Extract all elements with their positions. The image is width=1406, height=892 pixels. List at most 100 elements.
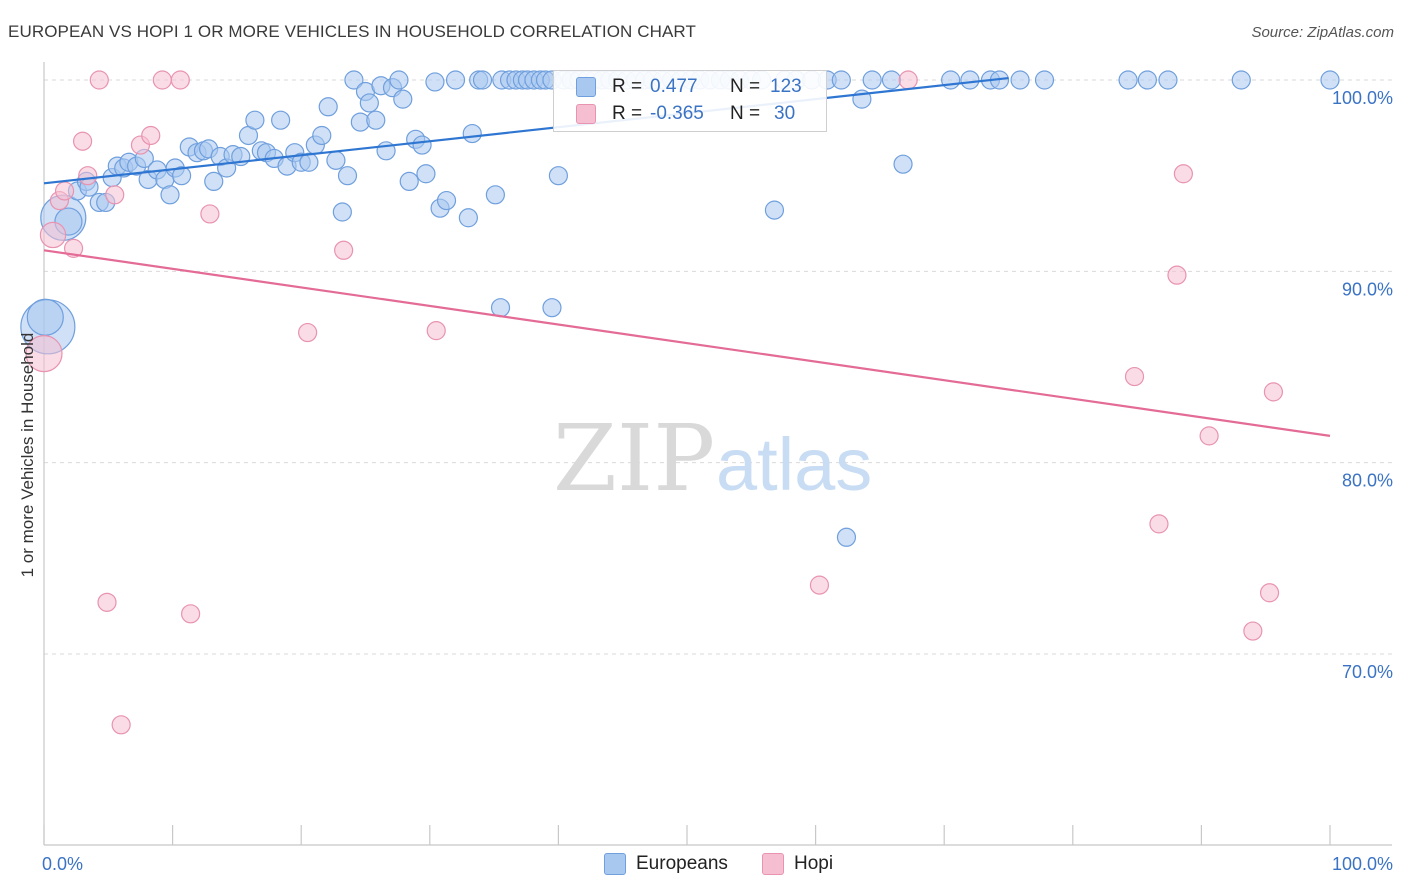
european-point (1320, 70, 1340, 90)
legend-n-label: N = (730, 76, 761, 97)
y-axis-label: 1 or more Vehicles in Household (18, 332, 37, 578)
y-tick-label: 100.0% (1332, 88, 1393, 108)
legend-n-value: 123 (770, 76, 802, 97)
european-point (881, 70, 902, 90)
hopi-point (1124, 366, 1145, 387)
european-point (1010, 70, 1030, 90)
europeans-trend-line (43, 76, 1009, 185)
european-point (337, 166, 358, 186)
y-tick-label: 70.0% (1342, 662, 1393, 682)
europeans-legend-swatch (604, 853, 626, 875)
european-point (960, 70, 980, 90)
european-point (26, 298, 64, 336)
correlation-legend: R = 0.477 N = 123 R = -0.365 N = 30 (553, 70, 827, 132)
grid-lines (44, 79, 1392, 655)
bottom-legend-hopi: Hopi (762, 852, 833, 876)
hopi-point (170, 70, 190, 90)
hopi-point (898, 70, 918, 90)
european-point (445, 70, 466, 90)
hopi-point (152, 70, 172, 90)
european-point (1231, 70, 1251, 90)
hopi-point (97, 592, 117, 612)
european-point (436, 190, 457, 211)
legend-r-value: -0.365 (650, 103, 704, 124)
hopi-points (25, 70, 1284, 735)
y-tick-label: 90.0% (1342, 279, 1393, 299)
european-point (312, 125, 332, 146)
european-point (271, 110, 291, 130)
european-point (393, 89, 413, 109)
european-point (836, 527, 857, 547)
y-tick-label: 80.0% (1342, 471, 1393, 491)
axes (43, 62, 1392, 846)
legend-n-label: N = (730, 103, 761, 124)
legend-r-label: R = (612, 76, 643, 97)
european-point (485, 185, 505, 205)
european-point (764, 200, 785, 220)
x-tick-label: 0.0% (42, 854, 83, 874)
legend-n-value: 30 (774, 103, 796, 124)
watermark-atlas: atlas (716, 423, 872, 506)
hopi-point (1199, 426, 1219, 446)
legend-row-europeans: R = 0.477 N = 123 (576, 75, 802, 99)
hopi-trend-line (43, 249, 1331, 437)
european-point (416, 164, 436, 184)
hopi-legend-label: Hopi (794, 853, 834, 874)
hopi-point (181, 604, 201, 624)
european-point (399, 171, 419, 192)
hopi-point (141, 125, 161, 146)
european-point (831, 70, 851, 90)
european-point (1118, 70, 1138, 90)
european-point (389, 70, 409, 90)
european-point (548, 166, 569, 186)
legend-r-label: R = (612, 103, 643, 124)
european-point (204, 171, 224, 192)
tick-labels: 70.0% 80.0% 90.0% 100.0% 0.0% 100.0% (42, 88, 1393, 874)
watermark-zip: ZIP (553, 405, 715, 512)
hopi-swatch (576, 104, 596, 124)
legend-r-value: 0.477 (650, 76, 698, 97)
european-point (862, 70, 882, 90)
source-label: Source: ZipAtlas.com (1251, 24, 1394, 41)
hopi-point (298, 322, 318, 343)
x-tick-label: 100.0% (1332, 854, 1393, 874)
hopi-point (72, 131, 93, 151)
hopi-point (1173, 164, 1193, 184)
hopi-point (105, 185, 125, 205)
hopi-point (25, 335, 63, 373)
hopi-point (1259, 583, 1280, 603)
european-point (472, 70, 493, 90)
european-point (366, 110, 386, 130)
legend-row-hopi: R = -0.365 N = 30 (576, 102, 795, 126)
european-point (941, 70, 961, 90)
european-point (172, 166, 192, 186)
european-point (1137, 70, 1157, 90)
european-point (490, 298, 511, 318)
european-point (542, 298, 562, 318)
watermark: ZIP atlas (553, 405, 872, 512)
european-point (425, 72, 445, 92)
hopi-legend-swatch (762, 853, 784, 875)
european-point (344, 70, 364, 90)
hopi-point (111, 715, 131, 735)
european-point (893, 154, 913, 174)
hopi-point (1167, 265, 1187, 285)
hopi-point (1243, 621, 1263, 641)
european-point (318, 97, 338, 117)
hopi-point (89, 70, 109, 90)
european-point (1034, 70, 1055, 90)
europeans-legend-label: Europeans (636, 853, 728, 874)
hopi-point (78, 166, 98, 186)
hopi-point (334, 240, 354, 260)
european-point (359, 93, 379, 113)
european-point (160, 185, 180, 205)
hopi-point (809, 575, 830, 595)
european-point (299, 152, 319, 172)
hopi-point (39, 221, 67, 249)
european-point (462, 123, 482, 144)
bottom-legend-europeans: Europeans (604, 852, 728, 876)
hopi-point (426, 321, 446, 341)
chart-title: EUROPEAN VS HOPI 1 OR MORE VEHICLES IN H… (8, 22, 696, 41)
trend-lines (43, 76, 1331, 437)
